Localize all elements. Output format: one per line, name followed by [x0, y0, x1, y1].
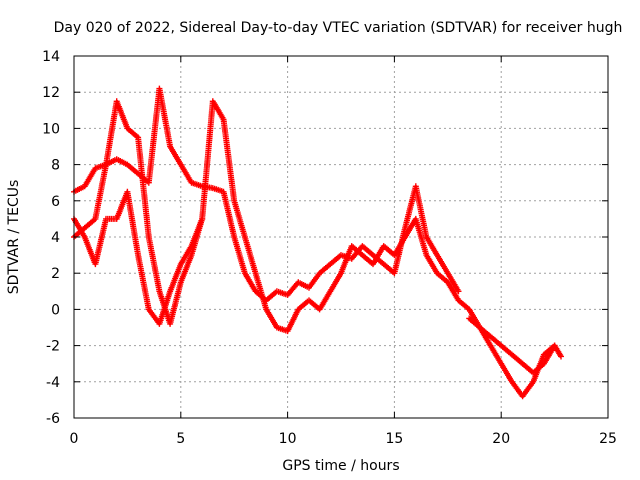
y-tick-label: -6: [46, 411, 60, 427]
data-series: [71, 85, 565, 400]
x-tick-label: 20: [492, 431, 510, 447]
y-tick-label: 10: [42, 121, 60, 137]
x-tick-label: 10: [279, 431, 297, 447]
y-tick-label: 4: [51, 230, 60, 246]
y-tick-label: 14: [42, 49, 60, 65]
series-track-1: [71, 85, 462, 304]
y-tick-label: 12: [42, 85, 60, 101]
series-markers-track-4: [466, 315, 558, 376]
y-tick-label: 2: [51, 266, 60, 282]
series-markers-track-2: [71, 98, 565, 400]
series-track-3: [71, 188, 206, 327]
series-track-2: [71, 98, 565, 400]
axis-ticks: 0 5 10 15 20 25 -6 -4 -2 0 2 4 6 8 10 12 14: [42, 49, 617, 447]
y-axis-label: SDTVAR / TECUs: [6, 180, 22, 295]
y-tick-label: 0: [51, 302, 60, 318]
series-track-4: [466, 315, 558, 376]
x-tick-label: 5: [176, 431, 185, 447]
x-axis-label: GPS time / hours: [282, 458, 399, 474]
y-tick-label: 6: [51, 194, 60, 210]
y-tick-label: -2: [46, 339, 60, 355]
series-markers-track-3: [71, 188, 206, 327]
x-tick-label: 15: [385, 431, 403, 447]
y-tick-label: -4: [46, 375, 60, 391]
x-tick-label: 25: [599, 431, 617, 447]
x-tick-label: 0: [70, 431, 79, 447]
y-tick-label: 8: [51, 158, 60, 174]
series-markers-track-1: [71, 85, 462, 304]
chart-title: Day 020 of 2022, Sidereal Day-to-day VTE…: [54, 20, 623, 36]
